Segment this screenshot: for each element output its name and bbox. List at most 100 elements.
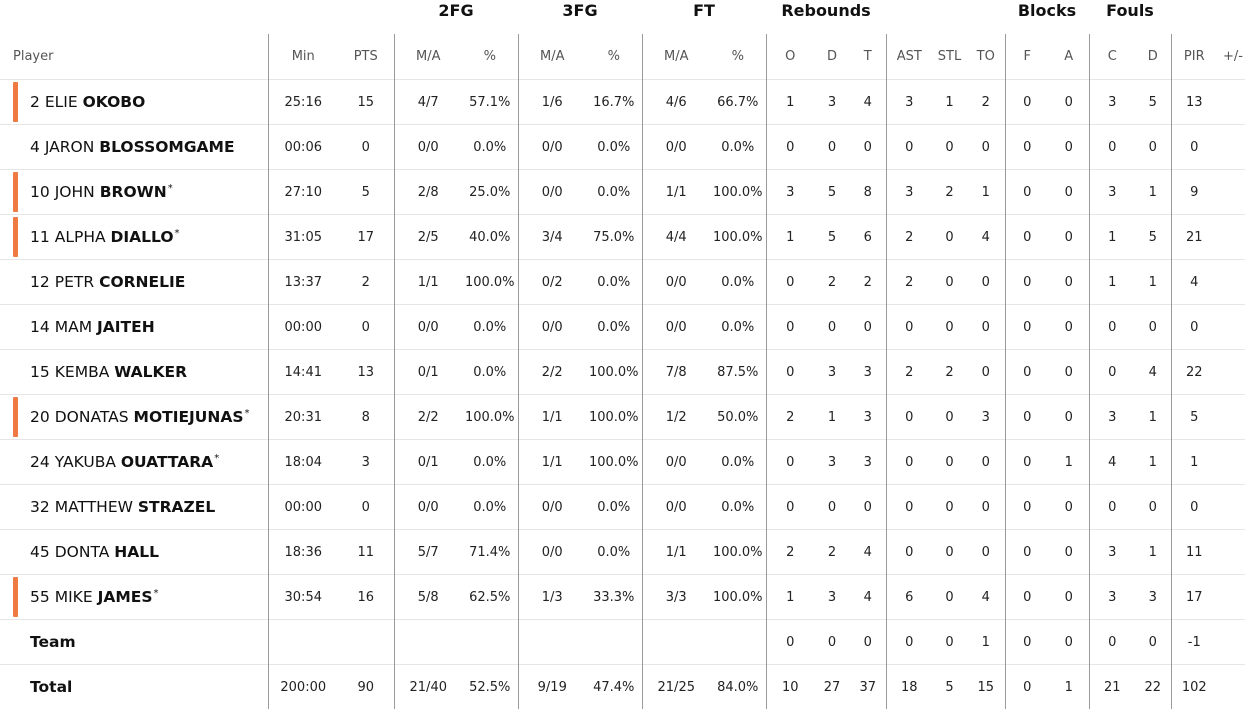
- player-first-name[interactable]: DONATAS: [55, 408, 129, 426]
- player-cell[interactable]: 14 MAM JAITEH: [0, 305, 268, 350]
- stat-cell: 18: [886, 665, 932, 709]
- player-last-name[interactable]: BROWN: [100, 183, 167, 201]
- player-first-name[interactable]: JARON: [45, 138, 94, 156]
- stat-cell: 40.0%: [462, 215, 518, 260]
- stat-cell: 20:31: [268, 395, 338, 440]
- column-header[interactable]: %: [462, 34, 518, 80]
- stat-cell: 0.0%: [586, 485, 642, 530]
- player-first-name[interactable]: DONTA: [55, 543, 110, 561]
- column-header[interactable]: M/A: [394, 34, 462, 80]
- column-header[interactable]: D: [1135, 34, 1171, 80]
- player-last-name[interactable]: OKOBO: [83, 93, 146, 111]
- stat-cell: 25.0%: [462, 170, 518, 215]
- stat-cell: 0: [932, 485, 967, 530]
- stat-cell: 3: [1089, 575, 1135, 620]
- column-header[interactable]: T: [850, 34, 886, 80]
- column-header[interactable]: %: [710, 34, 766, 80]
- stat-cell: [642, 620, 710, 665]
- player-last-name[interactable]: CORNELIE: [99, 273, 185, 291]
- column-header[interactable]: C: [1089, 34, 1135, 80]
- column-header[interactable]: PTS: [338, 34, 394, 80]
- column-header[interactable]: D: [814, 34, 850, 80]
- player-first-name[interactable]: ELIE: [45, 93, 78, 111]
- player-first-name[interactable]: JOHN: [55, 183, 95, 201]
- stat-cell: 1/2: [642, 395, 710, 440]
- player-number: 14: [30, 318, 50, 336]
- stat-cell: 0/1: [394, 440, 462, 485]
- player-first-name[interactable]: YAKUBA: [55, 453, 116, 471]
- stat-cell: 0: [1005, 125, 1049, 170]
- player-first-name[interactable]: PETR: [55, 273, 94, 291]
- player-last-name[interactable]: JAMES: [98, 588, 153, 606]
- player-last-name[interactable]: JAITEH: [97, 318, 155, 336]
- column-header[interactable]: M/A: [518, 34, 586, 80]
- stat-cell: 10: [766, 665, 814, 709]
- stat-cell: 0/0: [642, 125, 710, 170]
- stat-cell: 0/0: [394, 305, 462, 350]
- player-first-name[interactable]: ALPHA: [55, 228, 106, 246]
- stat-cell: 2: [886, 260, 932, 305]
- column-header[interactable]: STL: [932, 34, 967, 80]
- stat-cell: 0: [766, 620, 814, 665]
- column-header[interactable]: %: [586, 34, 642, 80]
- stat-cell: [1217, 665, 1245, 709]
- player-first-name[interactable]: MIKE: [55, 588, 93, 606]
- column-header[interactable]: F: [1005, 34, 1049, 80]
- player-last-name[interactable]: DIALLO: [111, 228, 174, 246]
- player-last-name[interactable]: STRAZEL: [138, 498, 215, 516]
- column-header[interactable]: Min: [268, 34, 338, 80]
- stat-cell: 1: [1089, 215, 1135, 260]
- stat-cell: 6: [850, 215, 886, 260]
- player-last-name[interactable]: OUATTARA: [121, 453, 213, 471]
- player-last-name[interactable]: MOTIEJUNAS: [134, 408, 244, 426]
- column-header[interactable]: AST: [886, 34, 932, 80]
- starter-mark: *: [168, 183, 173, 194]
- column-header[interactable]: TO: [967, 34, 1005, 80]
- stat-cell: 90: [338, 665, 394, 709]
- stat-cell: 1: [1135, 440, 1171, 485]
- player-first-name[interactable]: KEMBA: [55, 363, 110, 381]
- player-last-name[interactable]: WALKER: [114, 363, 187, 381]
- column-header[interactable]: +/-: [1217, 34, 1245, 80]
- column-header[interactable]: PIR: [1171, 34, 1217, 80]
- column-header-player[interactable]: Player: [0, 34, 268, 80]
- column-header[interactable]: A: [1049, 34, 1089, 80]
- stat-cell: 15: [967, 665, 1005, 709]
- column-header[interactable]: M/A: [642, 34, 710, 80]
- column-header[interactable]: O: [766, 34, 814, 80]
- player-last-name[interactable]: HALL: [114, 543, 159, 561]
- stat-cell: 0: [1089, 485, 1135, 530]
- player-first-name[interactable]: MAM: [55, 318, 92, 336]
- player-first-name[interactable]: MATTHEW: [55, 498, 133, 516]
- player-last-name[interactable]: BLOSSOMGAME: [99, 138, 234, 156]
- stat-cell: 4: [850, 575, 886, 620]
- stat-cell: 30:54: [268, 575, 338, 620]
- stat-cell: 0.0%: [710, 485, 766, 530]
- stat-cell: 0.0%: [586, 305, 642, 350]
- stat-cell: 1/1: [394, 260, 462, 305]
